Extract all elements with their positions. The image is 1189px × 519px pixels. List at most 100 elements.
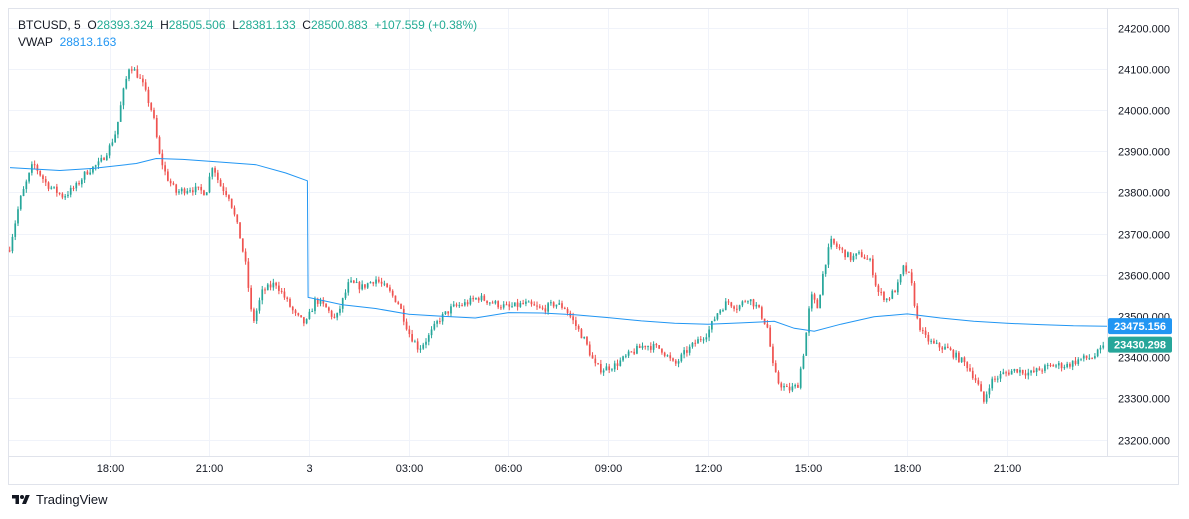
candle-body: [1052, 365, 1055, 367]
grid: [9, 9, 1107, 456]
candle-body: [39, 170, 42, 176]
candle-body: [158, 137, 161, 154]
candle-body: [214, 168, 216, 173]
candle-body: [550, 302, 552, 304]
legend-open: 28393.324: [96, 18, 154, 32]
candle-body: [92, 166, 94, 173]
candle-body: [269, 284, 272, 288]
price-tick-label: 23700.000: [1118, 230, 1170, 242]
candle-body: [933, 340, 935, 344]
legend-vwap-label[interactable]: VWAP: [18, 35, 53, 49]
candle-body: [999, 373, 1002, 379]
price-axis: 24200.000 24100.000 24000.000 23900.000 2380…: [1118, 24, 1170, 448]
candle-body: [1091, 358, 1093, 360]
candle-body: [1005, 372, 1007, 374]
candle-body: [844, 249, 846, 258]
candle-body: [1046, 364, 1049, 366]
price-tick-label: 23600.000: [1118, 271, 1170, 283]
candle-body: [383, 283, 386, 285]
candle-body: [103, 157, 105, 161]
candle-body: [444, 311, 447, 315]
candle-body: [380, 281, 383, 284]
legend-close: 28500.883: [310, 18, 368, 32]
candle-body: [760, 307, 763, 319]
candle-body: [863, 257, 866, 259]
candle-body: [860, 252, 863, 258]
candle-body: [1038, 368, 1041, 371]
candle-body: [488, 302, 491, 304]
candle-body: [289, 298, 291, 307]
candle-body: [486, 300, 488, 304]
candle-body: [1085, 355, 1088, 359]
candle-body: [885, 298, 888, 300]
candle-body: [1066, 363, 1069, 368]
candle-body: [672, 358, 674, 361]
candle-body: [358, 282, 361, 290]
candle-body: [61, 193, 64, 198]
candle-body: [638, 345, 641, 349]
candle-body: [44, 179, 47, 183]
candle-body: [555, 304, 558, 307]
time-tick-label: 21:00: [994, 463, 1022, 475]
candle-body: [461, 305, 463, 307]
candle-body: [919, 318, 921, 331]
candle-body: [511, 306, 513, 308]
price-tick-label: 24100.000: [1118, 65, 1170, 77]
price-tick-label: 23400.000: [1118, 353, 1170, 365]
candle-body: [597, 363, 599, 365]
candle-body: [697, 339, 699, 344]
candle-body: [985, 394, 988, 402]
candle-body: [830, 238, 833, 248]
candle-body: [28, 172, 30, 182]
candle-body: [355, 282, 358, 284]
candle-body: [716, 313, 719, 320]
candle-body: [536, 305, 538, 307]
candle-body: [147, 89, 150, 104]
legend-symbol[interactable]: BTCUSD: [18, 18, 68, 32]
candle-body: [463, 302, 466, 306]
candle-body: [530, 301, 533, 305]
legend-interval: 5: [74, 18, 81, 32]
candle-body: [805, 332, 808, 356]
candle-body: [372, 282, 375, 284]
candle-body: [350, 280, 352, 283]
candle-body: [627, 351, 630, 356]
candle-body: [191, 190, 194, 193]
candle-body: [941, 347, 944, 350]
candle-body: [308, 311, 311, 320]
candle-body: [161, 153, 164, 166]
candle-body: [341, 298, 344, 309]
candle-body: [50, 187, 53, 189]
candle-body: [89, 172, 92, 175]
candle-body: [303, 317, 305, 324]
candle-body: [955, 352, 957, 358]
candle-body: [652, 344, 655, 350]
candle-body: [194, 186, 197, 193]
candle-body: [588, 344, 591, 356]
candle-body: [222, 186, 225, 192]
footer-branding[interactable]: TradingView: [10, 492, 108, 507]
candle-body: [896, 282, 899, 293]
candle-body: [874, 275, 877, 286]
candle-body: [78, 183, 80, 185]
price-tick-label: 23800.000: [1118, 188, 1170, 200]
candle-body: [969, 368, 971, 371]
candle-body: [977, 380, 980, 385]
candle-body: [980, 384, 982, 392]
candle-body: [375, 279, 377, 284]
candle-body: [905, 265, 908, 272]
candle-body: [283, 291, 286, 298]
candle-body: [280, 290, 283, 292]
candle-body: [708, 329, 710, 338]
candle-body: [400, 303, 402, 309]
candle-body: [416, 341, 419, 350]
candle-body: [611, 369, 613, 371]
candle-body: [377, 279, 380, 282]
candle-body: [55, 186, 58, 193]
candle-body: [366, 283, 369, 288]
candle-body: [200, 187, 203, 191]
price-label-text-last: 23430.298: [1114, 340, 1166, 352]
candle-body: [644, 345, 647, 348]
candle-body: [477, 298, 480, 301]
